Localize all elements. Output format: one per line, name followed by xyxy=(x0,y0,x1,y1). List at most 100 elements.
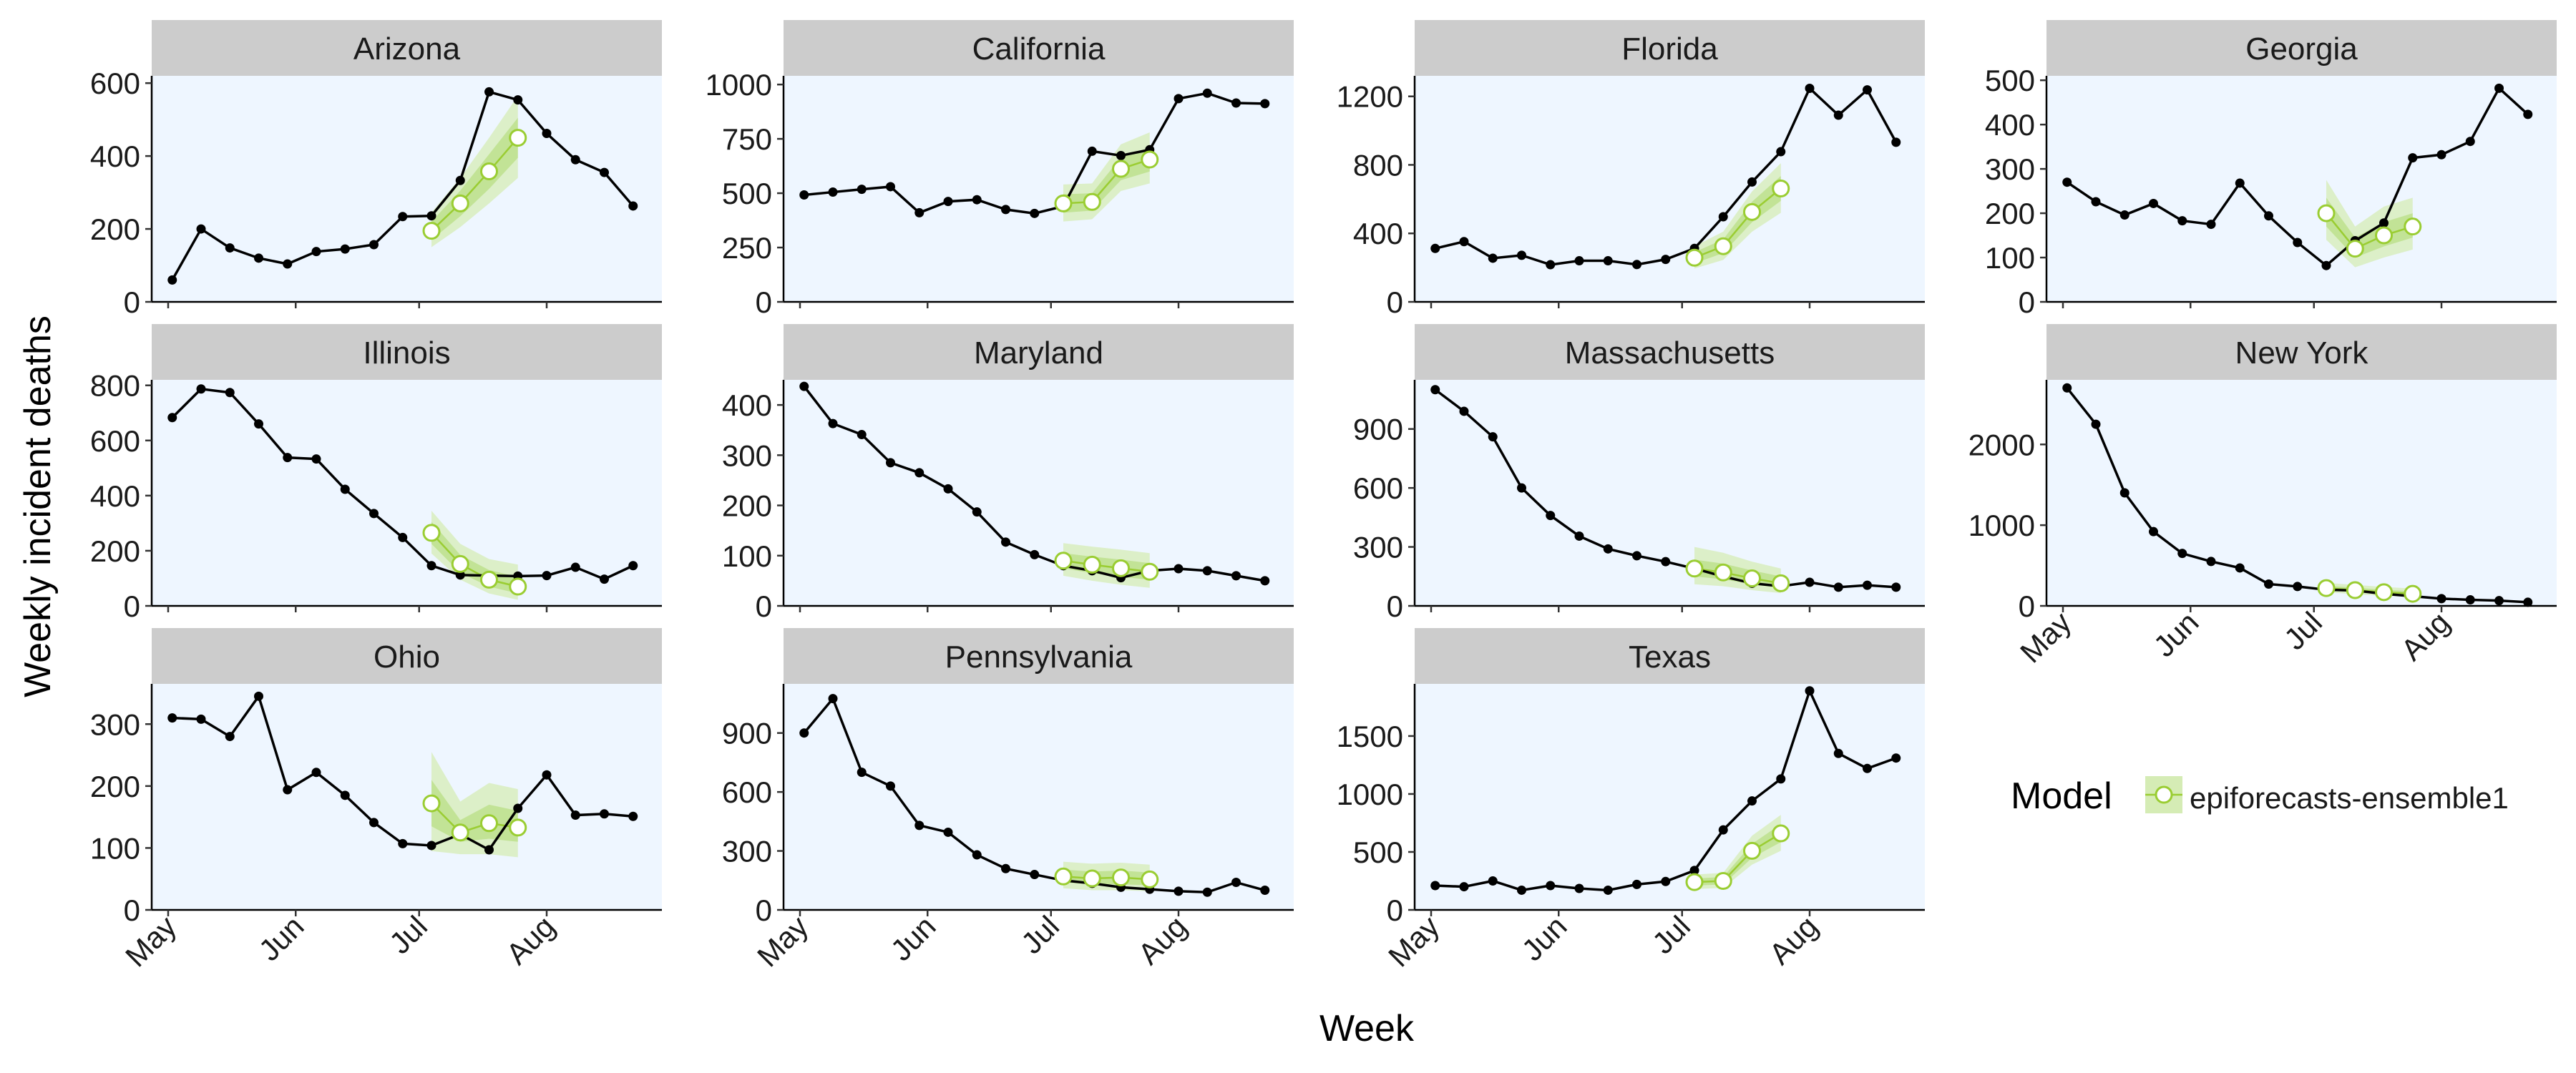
panel-background xyxy=(1415,76,1925,302)
forecast-interval-50 xyxy=(2326,197,2413,258)
forecast-point xyxy=(509,818,527,837)
forecast-interval-90 xyxy=(1694,815,1781,889)
y-tick-label: 500 xyxy=(1353,836,1403,869)
observed-point xyxy=(2235,563,2245,573)
observed-point xyxy=(513,95,523,105)
y-tick-label: 400 xyxy=(90,139,140,173)
legend: Model epiforecasts-ensemble1 xyxy=(2011,775,2509,817)
observed-point xyxy=(857,768,867,778)
observed-point xyxy=(1603,256,1613,266)
y-tick-label: 600 xyxy=(90,67,140,100)
observed-point xyxy=(570,155,580,165)
y-tick-label: 400 xyxy=(90,479,140,513)
y-tick-label: 200 xyxy=(1985,197,2035,230)
observed-point xyxy=(225,388,235,398)
x-tick-label: Jul xyxy=(1646,909,1697,960)
x-tick-label: Aug xyxy=(2394,605,2456,667)
y-tick-label: 1000 xyxy=(1968,509,2035,542)
observed-point xyxy=(254,253,263,263)
panel-title: Florida xyxy=(1621,31,1718,67)
x-tick-label: Jun xyxy=(884,909,942,967)
observed-point xyxy=(1001,863,1010,873)
observed-point xyxy=(1459,237,1469,247)
observed-point xyxy=(2149,526,2158,536)
panel-title: California xyxy=(972,31,1106,67)
strip-background xyxy=(1415,628,1925,684)
observed-point xyxy=(914,207,924,217)
forecast-point xyxy=(451,554,469,573)
y-tick-label: 0 xyxy=(756,893,772,927)
observed-point xyxy=(455,570,465,580)
forecast-line xyxy=(431,803,518,834)
panel-background xyxy=(2046,76,2557,302)
x-axis-title: Week xyxy=(1319,1008,1415,1049)
observed-point xyxy=(1546,881,1556,891)
observed-point xyxy=(600,167,609,177)
panel-background xyxy=(784,684,1294,910)
observed-point xyxy=(1574,256,1584,266)
observed-point xyxy=(1776,147,1786,157)
observed-point xyxy=(1833,748,1843,758)
panel-florida: Florida 0 400 800 1200 xyxy=(1337,20,1925,319)
y-tick-label: 500 xyxy=(1985,64,2035,97)
observed-point xyxy=(828,418,838,428)
observed-point xyxy=(1030,208,1040,218)
legend-title: Model xyxy=(2011,775,2112,817)
observed-point xyxy=(2293,237,2303,248)
y-tick-label: 0 xyxy=(756,589,772,623)
forecast-point xyxy=(1141,150,1159,169)
observed-point xyxy=(914,820,924,831)
y-tick-label: 900 xyxy=(722,717,772,750)
observed-point xyxy=(484,87,494,97)
strip-background xyxy=(1415,324,1925,380)
forecast-point xyxy=(1743,202,1761,221)
observed-point xyxy=(167,413,177,423)
observed-point xyxy=(2062,177,2072,187)
panel-title: Georgia xyxy=(2245,31,2358,67)
observed-point xyxy=(1260,99,1270,109)
observed-point xyxy=(2321,260,2331,270)
y-tick-label: 100 xyxy=(722,539,772,573)
y-tick-label: 1000 xyxy=(1337,778,1403,811)
y-tick-label: 600 xyxy=(722,775,772,809)
panel-maryland: Maryland 0 100 200 300 400 xyxy=(722,324,1294,623)
forecast-line xyxy=(1063,158,1151,205)
forecast-point xyxy=(1743,841,1761,860)
panel-georgia: Georgia 0 100 200 300 400 500 xyxy=(1985,20,2557,319)
observed-point xyxy=(2436,150,2446,160)
observed-point xyxy=(542,571,552,581)
observed-point xyxy=(340,484,350,494)
observed-point xyxy=(1260,576,1270,586)
observed-point xyxy=(1603,885,1613,895)
y-tick-label: 400 xyxy=(1353,217,1403,250)
observed-point xyxy=(225,243,235,253)
forecast-point xyxy=(1714,237,1732,255)
observed-point xyxy=(254,419,263,429)
observed-point xyxy=(1891,137,1901,147)
forecast-point xyxy=(2375,226,2393,245)
forecast-point xyxy=(1714,871,1732,890)
forecast-point xyxy=(1772,574,1790,592)
observed-point xyxy=(1517,250,1526,260)
forecast-point xyxy=(2346,240,2364,258)
y-tick-label: 400 xyxy=(722,388,772,422)
observed-point xyxy=(600,809,609,819)
x-tick-label: Aug xyxy=(499,909,561,971)
observed-point xyxy=(2494,596,2504,606)
observed-point xyxy=(1863,580,1872,590)
observed-point xyxy=(1430,881,1440,891)
observed-point xyxy=(225,732,235,742)
x-tick-label: Jul xyxy=(2278,605,2328,656)
y-tick-label: 0 xyxy=(124,285,140,319)
panel-title: Texas xyxy=(1629,640,1711,675)
observed-point xyxy=(2206,557,2216,567)
observed-point xyxy=(1574,883,1584,893)
forecast-point xyxy=(2346,581,2364,599)
observed-point xyxy=(943,827,953,837)
y-tick-label: 300 xyxy=(1985,152,2035,186)
observed-point xyxy=(1632,879,1641,889)
observed-point xyxy=(2119,210,2129,220)
legend-key xyxy=(2145,776,2182,813)
